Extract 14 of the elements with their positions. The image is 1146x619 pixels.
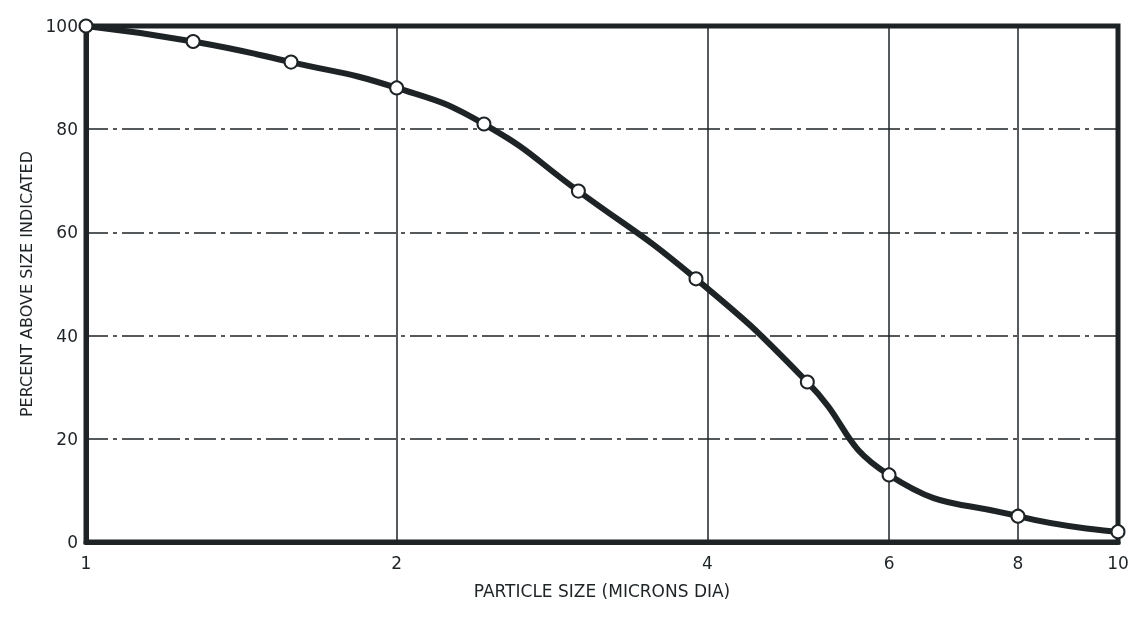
y-axis-title: PERCENT ABOVE SIZE INDICATED [17,150,37,418]
y-tick-label: 40 [56,325,78,346]
y-tick-label: 80 [56,119,78,140]
x-tick-label: 6 [883,552,895,573]
x-tick-label: 1 [80,552,92,573]
y-tick-label: 0 [67,532,78,552]
x-tick-label: 8 [1012,552,1024,573]
y-tick-label: 60 [56,222,78,243]
y-tick-label: 20 [56,428,78,449]
x-axis-title: PARTICLE SIZE (MICRONS DIA) [473,580,731,601]
x-tick-label: 4 [701,552,713,573]
x-tick-label: 10 [1107,552,1129,573]
y-tick-label: 100 [45,16,78,36]
x-tick-label: 2 [391,552,403,573]
